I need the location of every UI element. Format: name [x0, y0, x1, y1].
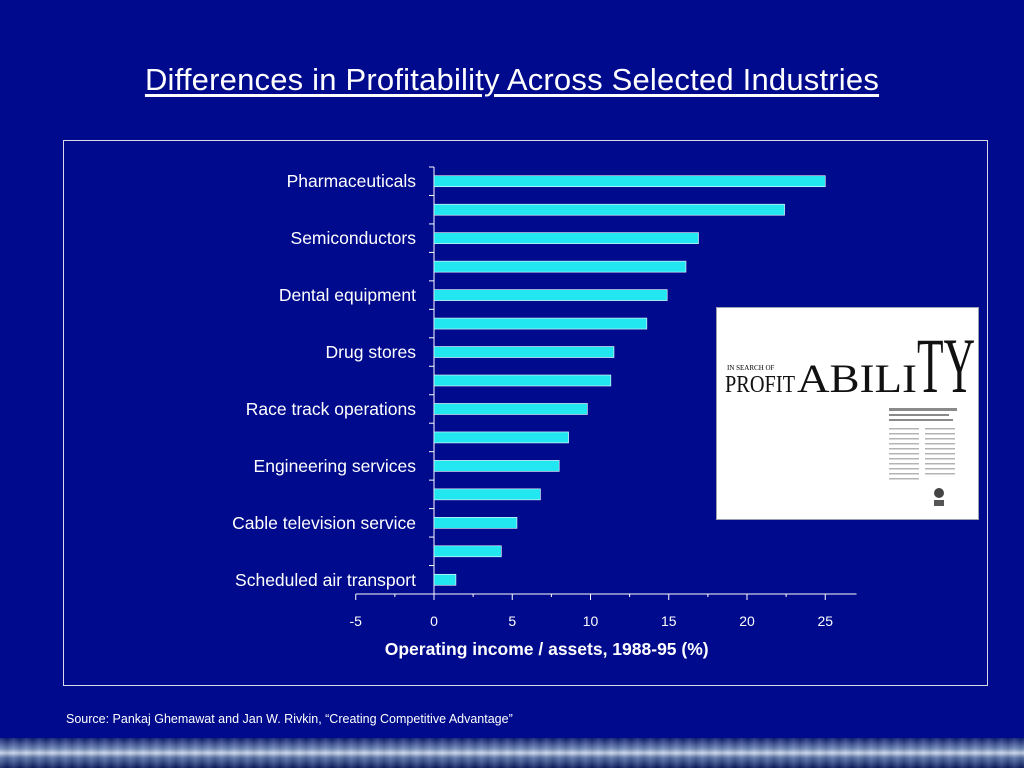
bar: [433, 232, 699, 244]
bar: [433, 488, 541, 501]
slide-title: Differences in Profitability Across Sele…: [144, 62, 880, 97]
bar: [433, 460, 560, 472]
magazine-clipping-icon: IN SEARCH OF PROFIT ABILI TY: [717, 308, 978, 519]
bar: [433, 374, 612, 387]
bar: [433, 545, 502, 558]
profitability-clipping-image: IN SEARCH OF PROFIT ABILI TY: [716, 307, 979, 520]
category-label: Cable television service: [232, 513, 416, 533]
category-label: Scheduled air transport: [235, 570, 416, 590]
value-tick-label: 25: [817, 613, 833, 629]
source-note: Source: Pankaj Ghemawat and Jan W. Rivki…: [66, 712, 513, 726]
value-tick-label: 10: [583, 613, 599, 629]
category-label: Drug stores: [326, 342, 417, 362]
x-axis-title: Operating income / assets, 1988-95 (%): [385, 639, 709, 659]
bar: [433, 346, 615, 358]
svg-text:TY: TY: [917, 322, 975, 409]
bar: [433, 573, 457, 586]
value-tick-label: 5: [508, 613, 516, 629]
bar: [433, 517, 518, 529]
svg-text:ABILI: ABILI: [797, 356, 917, 401]
value-tick-label: 20: [739, 613, 755, 629]
bar: [433, 431, 569, 444]
category-label: Engineering services: [254, 456, 417, 476]
bar: [433, 203, 785, 216]
value-tick-label: -5: [350, 613, 363, 629]
svg-text:IN SEARCH OF: IN SEARCH OF: [727, 364, 775, 372]
value-tick-label: 0: [430, 613, 438, 629]
category-label: Dental equipment: [279, 285, 416, 305]
bar: [433, 260, 687, 273]
chart-frame: Pharmaceuticals Semiconductors Dental equi…: [63, 140, 988, 686]
footer-decoration: [0, 738, 1024, 768]
svg-text:PROFIT: PROFIT: [725, 372, 795, 398]
bar: [433, 289, 668, 301]
value-tick-label: 15: [661, 613, 677, 629]
category-label: Pharmaceuticals: [287, 171, 417, 191]
bar: [433, 403, 588, 415]
bar-chart: Pharmaceuticals Semiconductors Dental equi…: [232, 166, 857, 659]
bar: [433, 175, 826, 188]
category-label: Semiconductors: [291, 228, 417, 248]
bar: [433, 317, 648, 330]
category-label: Race track operations: [246, 399, 416, 419]
